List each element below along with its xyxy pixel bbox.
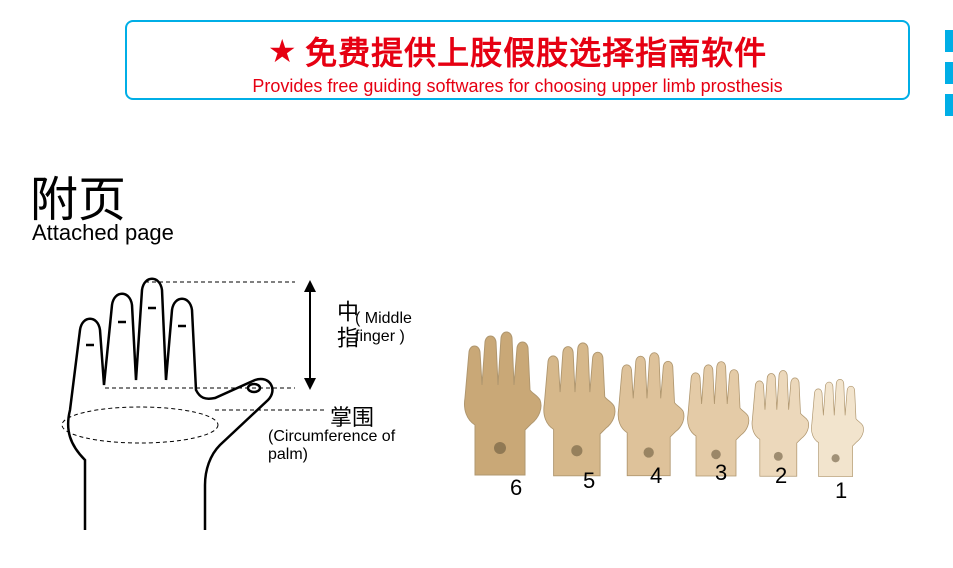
label-middle-finger-en: ( Middle finger )	[355, 310, 430, 346]
sample-hand	[455, 330, 545, 480]
side-tick	[945, 30, 953, 52]
sample-number: 1	[835, 478, 847, 504]
banner-line1: ★ 免费提供上肢假肢选择指南软件	[127, 28, 908, 74]
side-tick	[945, 94, 953, 116]
hand-diagram: 中指 ( Middle finger ) 掌围 (Circumference o…	[30, 270, 430, 550]
sample-number: 2	[775, 463, 787, 489]
sample-hand	[535, 341, 619, 481]
sample-number: 4	[650, 463, 662, 489]
sample-hand	[610, 351, 687, 480]
banner-title-cn: 免费提供上肢假肢选择指南软件	[305, 28, 767, 74]
star-icon: ★	[268, 32, 297, 70]
banner-box: ★ 免费提供上肢假肢选择指南软件 Provides free guiding s…	[125, 20, 910, 100]
sample-hands: 6 5 4 3 2 1	[455, 320, 935, 520]
label-palm-en: (Circumference of palm)	[268, 428, 430, 464]
page-title-en: Attached page	[32, 220, 174, 246]
banner-title-en: Provides free guiding softwares for choo…	[127, 76, 908, 97]
sample-number: 6	[510, 475, 522, 501]
side-tick	[945, 62, 953, 84]
sample-hand	[805, 378, 866, 480]
sample-number: 3	[715, 460, 727, 486]
middle-finger-arrow	[300, 280, 320, 390]
side-ticks	[945, 30, 953, 126]
sample-number: 5	[583, 468, 595, 494]
